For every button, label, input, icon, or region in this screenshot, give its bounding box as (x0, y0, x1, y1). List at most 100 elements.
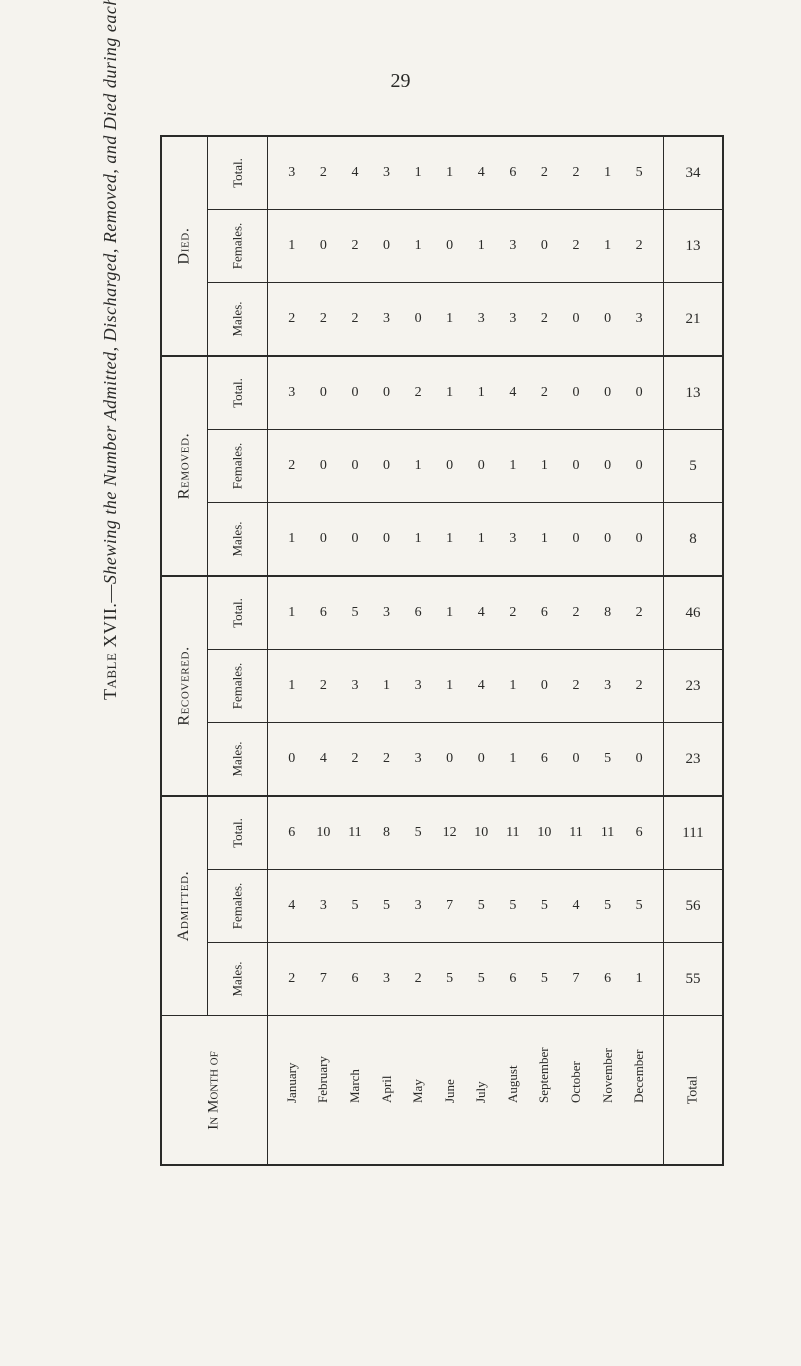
subrow-stack: Total.32431146221534Females.102010130212… (208, 137, 722, 355)
subrow-total: 13 (664, 357, 722, 429)
value-cell: 8 (374, 825, 400, 841)
value-cell: 0 (563, 531, 589, 547)
group-row: Admitted.Total.61011851210111011116111Fe… (162, 797, 722, 1016)
months-header-label-text: In Month of (206, 1051, 223, 1129)
value-cell: 2 (563, 605, 589, 621)
subrow-label: Total. (208, 137, 268, 209)
subrow-label: Females. (208, 210, 268, 282)
value-cell: 2 (563, 165, 589, 181)
value-cell: 0 (437, 238, 463, 254)
month-name: May (410, 1077, 426, 1103)
value-cell: 2 (279, 971, 305, 987)
group-label-text: Admitted. (176, 871, 194, 941)
value-cell: 1 (374, 678, 400, 694)
value-cell: 0 (342, 458, 368, 474)
group-label-text: Died. (175, 228, 193, 265)
value-cell: 10 (468, 825, 494, 841)
value-cell: 5 (626, 898, 652, 914)
subrow-label-text: Females. (229, 883, 245, 930)
value-cell: 0 (374, 531, 400, 547)
value-cell: 0 (405, 311, 431, 327)
value-cell: 0 (310, 385, 336, 401)
value-cell: 5 (342, 898, 368, 914)
value-cell: 5 (468, 898, 494, 914)
value-cell: 1 (405, 165, 431, 181)
months-values: JanuaryFebruaryMarchAprilMayJuneJulyAugu… (268, 1016, 664, 1164)
group-label: Removed. (162, 357, 208, 575)
month-name: December (631, 1077, 647, 1103)
value-cell: 3 (279, 385, 305, 401)
value-cell: 0 (563, 458, 589, 474)
value-cell: 1 (500, 458, 526, 474)
subrow-label-text: Females. (229, 223, 245, 270)
subrow: Females.12313141023223 (208, 650, 722, 723)
value-cell: 11 (342, 825, 368, 841)
subrow-total: 8 (664, 503, 722, 575)
value-cell: 6 (405, 605, 431, 621)
subrow-label-text: Females. (229, 663, 245, 710)
subrow-total: 46 (664, 577, 722, 649)
value-cell: 3 (626, 311, 652, 327)
subrow-values: 300021142000 (268, 357, 664, 429)
month-name: June (442, 1077, 458, 1103)
value-cell: 1 (531, 531, 557, 547)
value-cell: 12 (437, 825, 463, 841)
value-cell: 11 (500, 825, 526, 841)
subrow: Total.32431146221534 (208, 137, 722, 210)
months-header-label: In Month of (162, 1016, 268, 1164)
value-cell: 5 (595, 751, 621, 767)
page-number: 29 (391, 70, 411, 93)
value-cell: 0 (595, 311, 621, 327)
subrow-total: 111 (664, 797, 722, 869)
value-cell: 0 (595, 531, 621, 547)
value-cell: 8 (595, 605, 621, 621)
months-row: In Month ofJanuaryFebruaryMarchAprilMayJ… (162, 1016, 722, 1164)
value-cell: 2 (279, 458, 305, 474)
group-row: Died.Total.32431146221534Females.1020101… (162, 137, 722, 357)
subrow-label: Total. (208, 357, 268, 429)
value-cell: 10 (310, 825, 336, 841)
subrow: Females.10201013021213 (208, 210, 722, 283)
value-cell: 0 (374, 238, 400, 254)
value-cell: 3 (468, 311, 494, 327)
value-cell: 5 (500, 898, 526, 914)
value-cell: 0 (342, 531, 368, 547)
value-cell: 2 (563, 238, 589, 254)
value-cell: 0 (310, 238, 336, 254)
group-label-text: Removed. (176, 433, 194, 500)
value-cell: 6 (531, 605, 557, 621)
value-cell: 2 (563, 678, 589, 694)
value-cell: 0 (626, 751, 652, 767)
value-cell: 0 (468, 751, 494, 767)
subrow-label-text: Total. (230, 158, 246, 188)
subrow: Males.04223001605023 (208, 723, 722, 795)
value-cell: 2 (342, 238, 368, 254)
value-cell: 5 (437, 971, 463, 987)
value-cell: 4 (342, 165, 368, 181)
subrow-values: 200010011000 (268, 430, 664, 502)
subrow-label: Males. (208, 723, 268, 795)
subrow-total: 34 (664, 137, 722, 209)
month-name: September (536, 1077, 552, 1103)
value-cell: 2 (500, 605, 526, 621)
subrow: Total.16536142628246 (208, 577, 722, 650)
subrow-label: Females. (208, 870, 268, 942)
value-cell: 3 (500, 531, 526, 547)
value-cell: 3 (500, 311, 526, 327)
group-row: Recovered.Total.16536142628246Females.12… (162, 577, 722, 797)
value-cell: 6 (279, 825, 305, 841)
value-cell: 3 (595, 678, 621, 694)
month-name: January (284, 1077, 300, 1103)
subrow-label-text: Total. (230, 598, 246, 628)
subrow-values: 123131410232 (268, 650, 664, 722)
value-cell: 4 (468, 678, 494, 694)
month-name: March (347, 1077, 363, 1103)
value-cell: 2 (342, 311, 368, 327)
value-cell: 3 (374, 311, 400, 327)
value-cell: 0 (563, 385, 589, 401)
value-cell: 5 (374, 898, 400, 914)
value-cell: 3 (374, 605, 400, 621)
value-cell: 0 (374, 385, 400, 401)
value-cell: 1 (405, 458, 431, 474)
value-cell: 5 (626, 165, 652, 181)
